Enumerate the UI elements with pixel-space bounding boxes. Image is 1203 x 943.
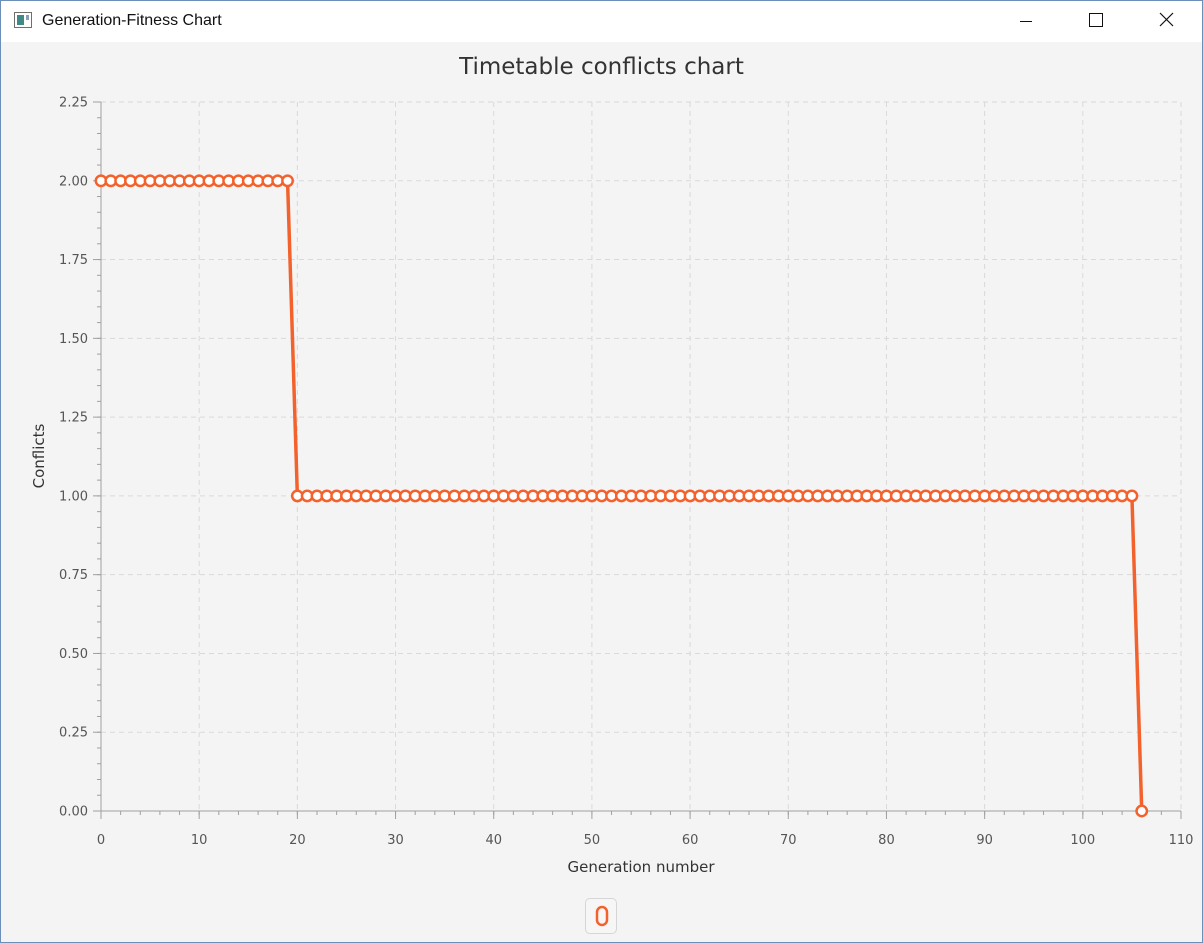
data-point <box>281 174 294 188</box>
y-tick-label: 1.00 <box>59 489 88 504</box>
close-button[interactable] <box>1132 1 1200 42</box>
x-tick-label: 10 <box>191 833 208 848</box>
app-icon <box>14 12 32 28</box>
x-tick-label: 40 <box>485 833 502 848</box>
close-icon <box>1159 12 1174 27</box>
chart-title: Timetable conflicts chart <box>459 54 744 80</box>
y-tick-label: 0.25 <box>59 726 88 741</box>
y-tick-label: 0.75 <box>59 568 88 583</box>
x-tick-label: 80 <box>878 833 895 848</box>
title-bar[interactable]: Generation-Fitness Chart <box>1 1 1202 42</box>
data-point <box>1135 804 1149 818</box>
maximize-button[interactable] <box>1062 1 1130 42</box>
x-tick-label: 90 <box>976 833 993 848</box>
window-title: Generation-Fitness Chart <box>42 12 222 29</box>
x-tick-label: 50 <box>584 833 601 848</box>
y-axis-label: Conflicts <box>30 423 48 489</box>
x-tick-label: 0 <box>97 833 105 848</box>
maximize-icon <box>1089 13 1103 27</box>
y-tick-label: 2.00 <box>59 174 88 189</box>
minimize-icon <box>1020 21 1032 22</box>
x-axis-label: Generation number <box>567 858 715 876</box>
legend <box>585 898 617 934</box>
x-tick-label: 70 <box>780 833 797 848</box>
x-tick-label: 100 <box>1070 833 1095 848</box>
y-tick-label: 1.50 <box>59 332 88 347</box>
data-point <box>1125 489 1139 503</box>
y-tick-label: 1.75 <box>59 253 88 268</box>
x-tick-label: 110 <box>1169 833 1194 848</box>
y-tick-label: 2.25 <box>59 96 88 111</box>
legend-symbol <box>595 905 609 927</box>
x-tick-label: 20 <box>289 833 306 848</box>
x-tick-label: 30 <box>387 833 404 848</box>
y-tick-label: 1.25 <box>59 411 88 426</box>
x-tick-label: 60 <box>682 833 699 848</box>
y-tick-label: 0.00 <box>59 805 88 820</box>
minimize-button[interactable] <box>992 1 1060 42</box>
y-tick-label: 0.50 <box>59 647 88 662</box>
